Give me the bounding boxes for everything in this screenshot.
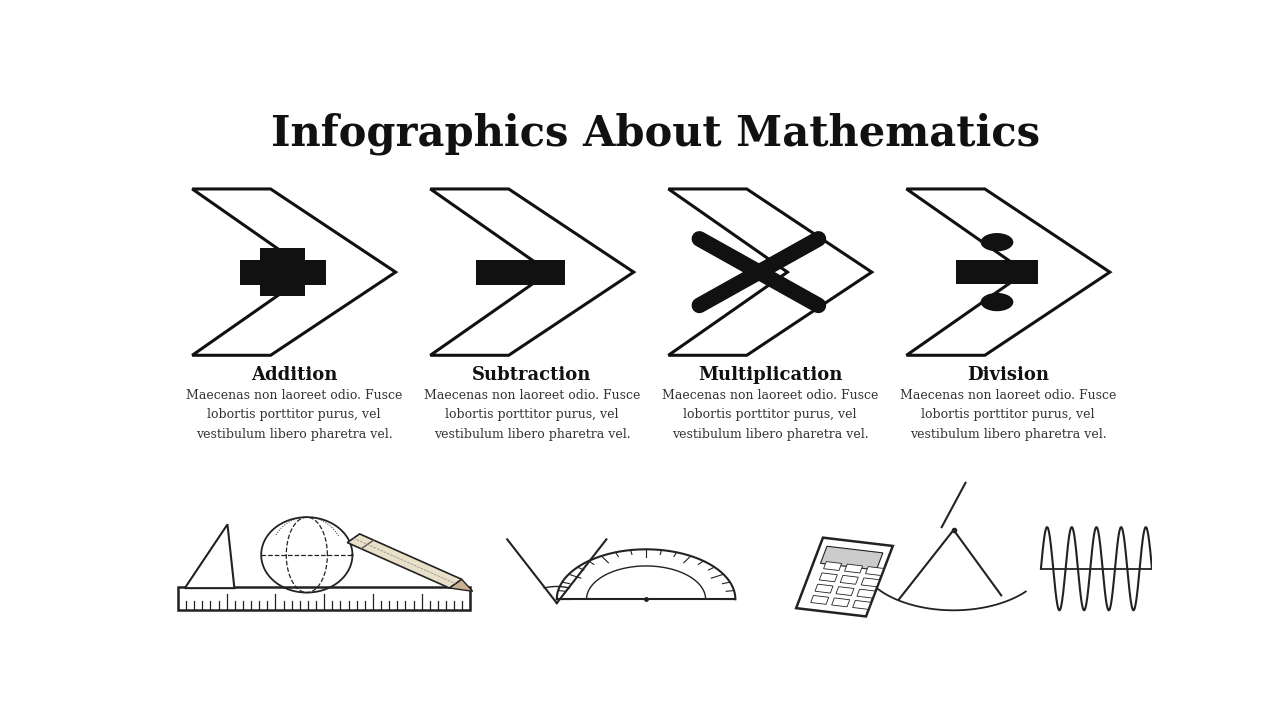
Text: Maecenas non laoreet odio. Fusce
lobortis porttitor purus, vel
vestibulum libero: Maecenas non laoreet odio. Fusce loborti… bbox=[424, 389, 640, 441]
Polygon shape bbox=[820, 546, 883, 570]
Polygon shape bbox=[796, 538, 893, 616]
Polygon shape bbox=[815, 584, 833, 593]
Polygon shape bbox=[823, 562, 842, 570]
Polygon shape bbox=[184, 524, 234, 588]
Polygon shape bbox=[840, 575, 859, 584]
Bar bbox=[956, 261, 1038, 284]
Polygon shape bbox=[832, 598, 850, 607]
Text: Maecenas non laoreet odio. Fusce
lobortis porttitor purus, vel
vestibulum libero: Maecenas non laoreet odio. Fusce loborti… bbox=[662, 389, 878, 441]
Bar bbox=[476, 260, 566, 284]
Polygon shape bbox=[810, 595, 828, 604]
Bar bbox=[178, 587, 471, 611]
Polygon shape bbox=[347, 534, 462, 588]
Polygon shape bbox=[845, 564, 863, 573]
Circle shape bbox=[980, 233, 1014, 251]
Polygon shape bbox=[192, 189, 396, 355]
Polygon shape bbox=[449, 580, 472, 591]
Bar bbox=[239, 260, 326, 284]
Polygon shape bbox=[861, 578, 879, 587]
Text: Addition: Addition bbox=[251, 366, 337, 384]
Polygon shape bbox=[856, 589, 876, 598]
Polygon shape bbox=[865, 567, 883, 575]
Circle shape bbox=[980, 293, 1014, 311]
Polygon shape bbox=[906, 189, 1110, 355]
Text: Division: Division bbox=[968, 366, 1050, 384]
Text: Maecenas non laoreet odio. Fusce
lobortis porttitor purus, vel
vestibulum libero: Maecenas non laoreet odio. Fusce loborti… bbox=[186, 389, 402, 441]
Text: Subtraction: Subtraction bbox=[472, 366, 591, 384]
Polygon shape bbox=[819, 573, 837, 582]
Text: Maecenas non laoreet odio. Fusce
lobortis porttitor purus, vel
vestibulum libero: Maecenas non laoreet odio. Fusce loborti… bbox=[900, 389, 1116, 441]
Polygon shape bbox=[668, 189, 872, 355]
Text: Multiplication: Multiplication bbox=[698, 366, 842, 384]
Polygon shape bbox=[836, 587, 854, 595]
Bar bbox=[260, 248, 305, 296]
Text: Infographics About Mathematics: Infographics About Mathematics bbox=[271, 112, 1041, 155]
Polygon shape bbox=[430, 189, 634, 355]
Polygon shape bbox=[852, 600, 870, 609]
